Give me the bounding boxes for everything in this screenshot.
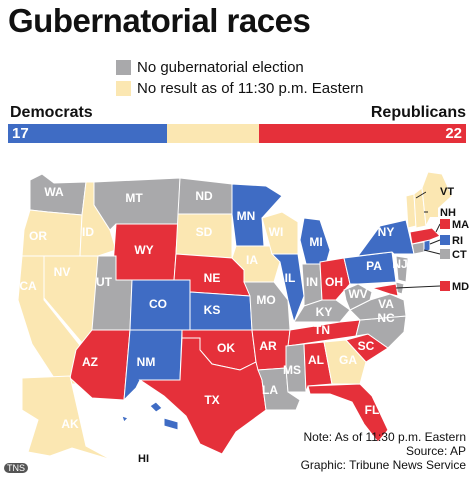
legend-swatch-tan <box>116 80 131 96</box>
callout-MD <box>395 281 450 291</box>
tally-bar: 17 22 <box>8 124 466 143</box>
state-label-AR: AR <box>259 339 277 353</box>
democrats-label: Democrats <box>10 104 93 121</box>
note-line: Note: As of 11:30 p.m. Eastern <box>303 430 466 444</box>
state-label-MI: MI <box>309 235 322 249</box>
state-MN[interactable] <box>231 183 283 247</box>
state-label-VT: VT <box>440 186 454 198</box>
state-label-UT: UT <box>96 275 113 289</box>
callout-MA <box>435 219 450 233</box>
us-map: WA OR CA NV ID MT WY UT AZ CO NM ND SD NE KS OK TX MN IA MO… <box>0 150 474 477</box>
state-label-MA: MA <box>452 219 469 231</box>
callout-RI <box>429 235 450 245</box>
state-label-MD: MD <box>452 281 469 293</box>
state-label-NH: NH <box>440 207 456 219</box>
state-label-NC: NC <box>377 311 395 325</box>
source-note: Note: As of 11:30 p.m. Eastern Source: A… <box>301 430 466 472</box>
state-label-RI: RI <box>452 235 463 247</box>
state-label-OH: OH <box>325 275 343 289</box>
state-label-WI: WI <box>269 225 284 239</box>
state-label-TN: TN <box>314 323 330 337</box>
rep-segment: 22 <box>259 124 466 143</box>
state-label-ID: ID <box>82 225 94 239</box>
state-label-NV: NV <box>54 265 71 279</box>
state-MD[interactable] <box>371 283 399 297</box>
state-label-LA: LA <box>262 383 278 397</box>
source-line: Source: AP <box>405 444 466 458</box>
state-FL[interactable] <box>307 383 389 443</box>
state-label-MO: MO <box>256 293 275 307</box>
state-label-OR: OR <box>29 229 47 243</box>
state-WI[interactable] <box>261 211 299 255</box>
legend-label: No gubernatorial election <box>137 58 304 76</box>
state-label-SC: SC <box>358 339 375 353</box>
callout-NH <box>424 207 438 217</box>
state-MA[interactable] <box>409 227 441 245</box>
state-label-OK: OK <box>217 341 235 355</box>
state-HI-2[interactable] <box>163 417 179 431</box>
state-label-CT: CT <box>452 249 467 261</box>
republicans-label: Republicans <box>370 104 466 121</box>
state-label-MN: MN <box>237 209 256 223</box>
state-label-IN: IN <box>306 275 318 289</box>
state-label-WA: WA <box>44 185 64 199</box>
graphic-credit-line: Graphic: Tribune News Service <box>300 458 466 472</box>
state-label-CA: CA <box>19 279 37 293</box>
state-label-KS: KS <box>204 303 221 317</box>
state-label-WV: WV <box>348 287 367 301</box>
state-NJ[interactable] <box>395 255 409 283</box>
state-label-NE: NE <box>204 271 221 285</box>
legend-swatch-gray <box>116 59 131 75</box>
state-label-AL: AL <box>308 353 324 367</box>
legend-label: No result as of 11:30 p.m. Eastern <box>137 79 364 97</box>
state-label-TX: TX <box>204 393 219 407</box>
state-AL[interactable] <box>303 341 333 393</box>
dem-count: 17 <box>12 125 29 142</box>
state-OH[interactable] <box>319 257 351 301</box>
state-label-SD: SD <box>196 225 213 239</box>
state-label-NY: NY <box>378 225 395 239</box>
state-label-HI: HI <box>138 453 149 465</box>
callout-VT <box>415 186 436 199</box>
state-label-AZ: AZ <box>82 355 98 369</box>
state-label-IA: IA <box>246 253 258 267</box>
dem-segment: 17 <box>8 124 167 143</box>
legend-item-no-election: No gubernatorial election <box>116 58 304 76</box>
state-AZ[interactable] <box>69 329 131 401</box>
state-KS[interactable] <box>189 291 253 331</box>
state-label-FL: FL <box>365 403 380 417</box>
state-label-NJ: NJ <box>392 257 407 271</box>
state-label-KY: KY <box>316 305 333 319</box>
state-label-ND: ND <box>195 189 213 203</box>
legend-item-no-result: No result as of 11:30 p.m. Eastern <box>116 79 364 97</box>
page-title: Gubernatorial races <box>8 2 311 39</box>
state-label-GA: GA <box>339 353 357 367</box>
state-label-CO: CO <box>149 297 167 311</box>
pending-segment <box>167 124 259 143</box>
state-label-MT: MT <box>125 191 143 205</box>
state-label-MS: MS <box>283 363 301 377</box>
state-TX[interactable] <box>138 337 267 455</box>
state-label-PA: PA <box>366 259 382 273</box>
state-label-NM: NM <box>137 355 156 369</box>
state-AK[interactable] <box>21 375 113 461</box>
rep-count: 22 <box>445 125 462 142</box>
state-label-WY: WY <box>134 243 153 257</box>
state-label-AK: AK <box>61 417 79 431</box>
state-MS[interactable] <box>285 343 307 393</box>
state-label-VA: VA <box>378 297 394 311</box>
tns-logo: TNS <box>4 463 28 473</box>
state-HI[interactable] <box>149 401 163 413</box>
state-label-IL: IL <box>285 271 296 285</box>
callout-CT <box>423 249 450 259</box>
state-HI-3[interactable] <box>121 415 129 423</box>
